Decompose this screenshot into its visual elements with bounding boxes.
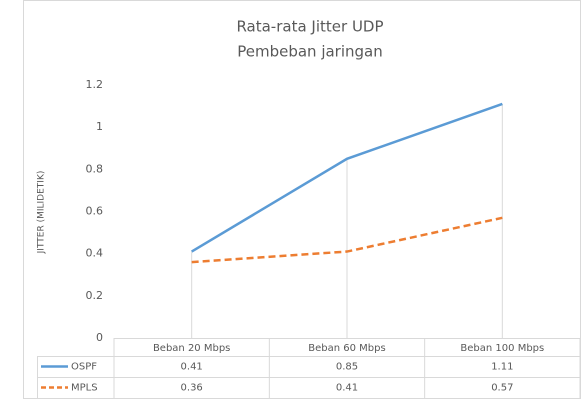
x-tick-label: Beban 100 Mbps xyxy=(460,343,544,354)
y-tick-label: 1 xyxy=(96,120,103,133)
y-tick-label: 0.8 xyxy=(86,162,104,175)
series-line xyxy=(191,102,503,253)
y-tick-label: 1.2 xyxy=(86,78,104,91)
chart-title: Rata-rata Jitter UDP xyxy=(236,18,383,36)
y-tick-label: 0.4 xyxy=(86,247,104,260)
table-value: 0.41 xyxy=(181,362,203,373)
table-value: 0.85 xyxy=(336,362,358,373)
x-tick-label: Beban 60 Mbps xyxy=(308,343,385,354)
legend-label: MPLS xyxy=(71,383,98,394)
x-tick-label: Beban 20 Mbps xyxy=(153,343,230,354)
chart-border xyxy=(23,0,581,399)
legend-label: OSPF xyxy=(71,362,97,373)
y-tick-label: 0.2 xyxy=(86,289,104,302)
y-tick-label: 0.6 xyxy=(86,205,104,218)
series-line xyxy=(191,216,503,264)
table-value: 1.11 xyxy=(491,362,513,373)
table-value: 0.41 xyxy=(336,383,358,394)
chart-subtitle: Pembeban jaringan xyxy=(237,43,383,61)
table-value: 0.57 xyxy=(491,383,513,394)
table-value: 0.36 xyxy=(181,383,203,394)
y-tick-label: 0 xyxy=(96,331,103,344)
y-axis-title: JITTER (MILIDETIK) xyxy=(37,171,47,255)
